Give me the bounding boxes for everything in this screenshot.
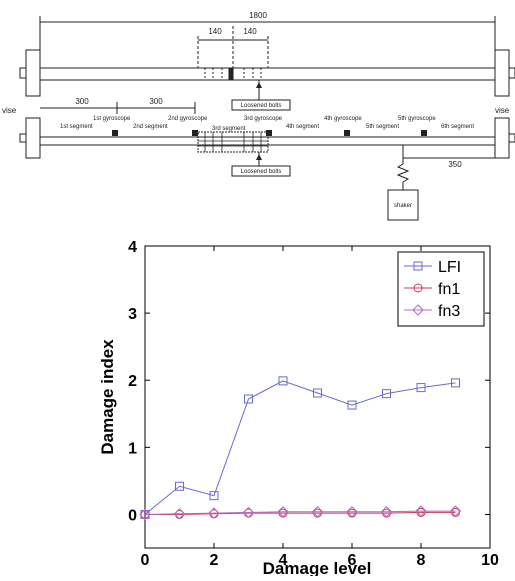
gyroscope-label: 5th gyroscope <box>398 116 436 122</box>
legend-item: fn1 <box>404 281 460 298</box>
legend-item: fn3 <box>404 303 460 320</box>
legend-marker <box>413 261 423 271</box>
data-point <box>347 400 357 410</box>
vise-right-bottom <box>494 117 510 159</box>
data-point <box>208 507 220 519</box>
dim-300-a-label: 300 <box>75 97 89 106</box>
data-point <box>313 388 322 398</box>
y-tick-label: 3 <box>128 306 137 323</box>
vise-left-top <box>25 49 41 97</box>
series-line <box>144 380 456 515</box>
data-point <box>278 376 288 386</box>
gyroscope-label: 2nd gyroscope <box>168 116 208 122</box>
schematic-labels: 1800 140 140 300 300 350 vise vise Loose… <box>2 11 510 209</box>
data-point <box>380 506 393 518</box>
x-tick-label: 4 <box>279 552 288 569</box>
dim-300-b-label: 300 <box>149 97 163 106</box>
series-fn3 <box>139 505 462 521</box>
x-tick-label: 10 <box>481 552 499 569</box>
y-axis-label: Damage index <box>98 339 117 455</box>
segment-label: 3rd segment <box>212 126 246 132</box>
vise-left-bottom <box>25 117 41 159</box>
y-tick-label: 1 <box>128 440 137 457</box>
vise-right-label: vise <box>495 106 510 115</box>
legend-marker <box>413 283 423 293</box>
series-lfi <box>140 376 460 519</box>
x-tick-label: 6 <box>348 552 357 569</box>
segment-label: 6th segment <box>441 124 474 130</box>
segment-label: 2nd segment <box>133 124 168 130</box>
data-point <box>173 508 186 520</box>
data-point <box>382 389 391 399</box>
loosened-bolts-bottom-box <box>231 165 291 177</box>
legend-box <box>397 251 485 327</box>
vise-right-top <box>494 49 510 97</box>
data-point <box>244 394 253 404</box>
segment-label: 4th segment <box>286 124 319 130</box>
spring <box>396 163 410 183</box>
y-tick-label: 2 <box>128 373 137 390</box>
beam-schematic <box>19 16 515 221</box>
legend-item: LFI <box>404 259 461 276</box>
legend-label: fn3 <box>438 303 460 320</box>
gyroscope-label: 4th gyroscope <box>324 116 362 122</box>
segment-label: 1st segment <box>60 124 93 130</box>
gyroscope-2 <box>192 130 198 136</box>
legend-label: LFI <box>438 259 461 276</box>
gyroscope-4 <box>344 130 350 136</box>
x-axis-label: Damage level <box>263 559 372 576</box>
vise-left-label: vise <box>2 106 17 115</box>
data-point <box>346 506 358 518</box>
series-layer <box>139 376 462 521</box>
gyroscope-label: 3rd gyroscope <box>244 116 283 122</box>
data-point <box>415 505 427 517</box>
data-point <box>451 378 460 388</box>
dim-350-label: 350 <box>448 160 462 169</box>
loosened-bolts-top-box <box>231 99 291 111</box>
y-tick-label: 4 <box>128 239 137 256</box>
segment-label: 5th segment <box>366 124 399 130</box>
data-point <box>209 491 219 501</box>
data-point <box>277 506 289 518</box>
shaker-label: shaker <box>394 203 412 209</box>
overall-length-label: 1800 <box>249 11 267 20</box>
spacing-left-label: 140 <box>208 27 222 36</box>
x-tick-label: 8 <box>417 552 426 569</box>
gyroscope-1 <box>112 130 118 136</box>
x-tick-label: 2 <box>210 552 219 569</box>
gyroscope-label: 1st gyroscope <box>93 116 131 122</box>
loosened-bolts-top-label: Loosened bolts <box>241 103 282 109</box>
beam-top <box>39 67 496 81</box>
spacing-right-label: 140 <box>243 27 257 36</box>
data-point <box>175 481 184 491</box>
series-line <box>144 510 456 515</box>
x-tick-label: 0 <box>141 552 150 569</box>
series-line <box>145 511 456 515</box>
loosened-bolts-bottom-label: Loosened bolts <box>241 169 282 175</box>
legend-label: fn1 <box>438 281 460 298</box>
data-point <box>242 506 255 519</box>
data-point <box>416 383 426 393</box>
gyroscope-5 <box>421 130 427 136</box>
data-point <box>311 506 324 518</box>
legend: LFI fn1 fn3 <box>397 251 485 327</box>
x-axis: 0 2 4 6 8 10 <box>141 246 499 569</box>
shaker-box <box>387 189 419 221</box>
data-point <box>139 508 151 521</box>
data-point <box>449 505 462 517</box>
legend-marker <box>412 304 424 316</box>
gyroscope-3 <box>266 130 272 136</box>
y-tick-label: 0 <box>128 507 137 524</box>
